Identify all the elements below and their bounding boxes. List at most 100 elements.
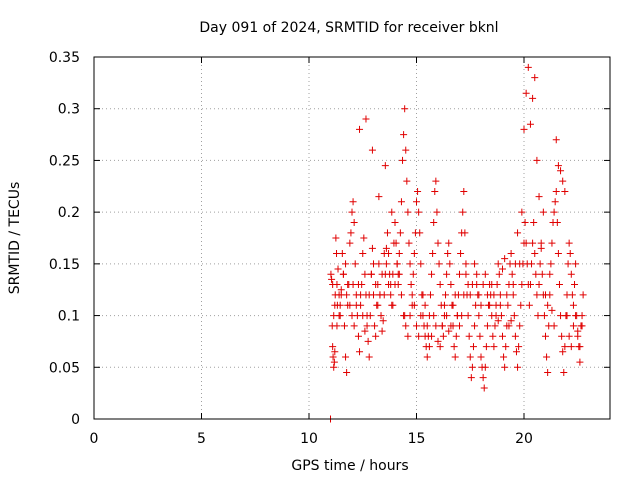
- data-point: [542, 291, 549, 299]
- data-point: [547, 260, 555, 268]
- data-point: [567, 343, 575, 351]
- data-point: [402, 322, 410, 330]
- data-point: [328, 275, 336, 283]
- data-point: [578, 312, 586, 320]
- data-point: [365, 353, 373, 361]
- data-point: [349, 281, 357, 289]
- data-point: [440, 301, 448, 309]
- data-point: [494, 317, 502, 325]
- data-point: [443, 270, 451, 278]
- data-point: [533, 291, 541, 299]
- data-point: [406, 260, 414, 268]
- data-point: [490, 291, 498, 299]
- data-point: [481, 363, 489, 371]
- data-point: [365, 291, 373, 299]
- data-point: [576, 358, 584, 366]
- data-point: [330, 312, 338, 320]
- data-point: [396, 229, 404, 237]
- data-point: [363, 312, 371, 320]
- data-point: [417, 260, 425, 268]
- data-point: [403, 177, 411, 185]
- data-point: [548, 306, 556, 314]
- data-point: [393, 260, 401, 268]
- data-point: [507, 250, 515, 258]
- data-point: [438, 322, 446, 330]
- data-point: [450, 343, 458, 351]
- data-point: [486, 301, 494, 309]
- data-point: [518, 208, 526, 216]
- data-point: [375, 193, 383, 201]
- y-tick-label: 0.1: [58, 309, 80, 325]
- x-tick-label: 0: [90, 431, 99, 447]
- data-point: [459, 208, 467, 216]
- data-point: [367, 270, 375, 278]
- data-point: [516, 260, 524, 268]
- data-point: [336, 301, 344, 309]
- data-point: [561, 343, 569, 351]
- data-point: [495, 270, 503, 278]
- data-point: [532, 270, 540, 278]
- data-point: [360, 234, 368, 242]
- data-point: [372, 332, 380, 340]
- data-point: [578, 322, 586, 330]
- data-point: [347, 229, 355, 237]
- data-point: [558, 332, 566, 340]
- data-point: [387, 291, 395, 299]
- data-point: [510, 312, 518, 320]
- data-point: [404, 332, 412, 340]
- data-point: [500, 353, 508, 361]
- data-point: [413, 198, 420, 206]
- data-point: [536, 260, 544, 268]
- data-point: [382, 260, 390, 268]
- data-point: [447, 322, 455, 330]
- data-point: [462, 270, 470, 278]
- data-point: [401, 105, 409, 113]
- data-point: [409, 270, 417, 278]
- plot-frame: [93, 56, 611, 420]
- x-tick-label: 20: [515, 431, 533, 447]
- data-point: [554, 250, 562, 258]
- data-point: [482, 343, 490, 351]
- data-point: [467, 374, 475, 382]
- data-point: [565, 332, 573, 340]
- data-point: [425, 343, 433, 351]
- data-point: [352, 301, 360, 309]
- y-tick-label: 0.2: [58, 205, 80, 221]
- data-point: [507, 317, 515, 325]
- data-point: [374, 301, 382, 309]
- data-point: [480, 384, 488, 392]
- data-point: [338, 250, 346, 258]
- data-point: [543, 353, 551, 361]
- data-point: [332, 234, 340, 242]
- data-point: [377, 312, 385, 320]
- data-point: [364, 337, 372, 345]
- data-point: [499, 265, 506, 273]
- data-point: [515, 343, 523, 351]
- data-point: [449, 301, 457, 309]
- data-point: [464, 312, 472, 320]
- data-point: [371, 322, 379, 330]
- data-point: [430, 312, 438, 320]
- data-point: [350, 218, 358, 226]
- data-point: [530, 218, 538, 226]
- data-point: [473, 270, 481, 278]
- data-point: [429, 250, 437, 258]
- data-point: [329, 281, 337, 289]
- data-point: [468, 281, 476, 289]
- data-point: [491, 322, 499, 330]
- y-axis-label: SRMTID / TECUs: [7, 182, 23, 295]
- data-point: [381, 162, 389, 170]
- data-point: [501, 255, 509, 263]
- data-point: [445, 327, 453, 335]
- data-point: [540, 312, 548, 320]
- data-point: [494, 260, 502, 268]
- data-point: [343, 291, 351, 299]
- data-point: [397, 198, 405, 206]
- data-point: [430, 218, 438, 226]
- data-point: [330, 363, 338, 371]
- data-point: [405, 239, 413, 247]
- data-point: [517, 301, 525, 309]
- data-point: [514, 229, 522, 237]
- data-point: [504, 301, 512, 309]
- data-point: [457, 250, 465, 258]
